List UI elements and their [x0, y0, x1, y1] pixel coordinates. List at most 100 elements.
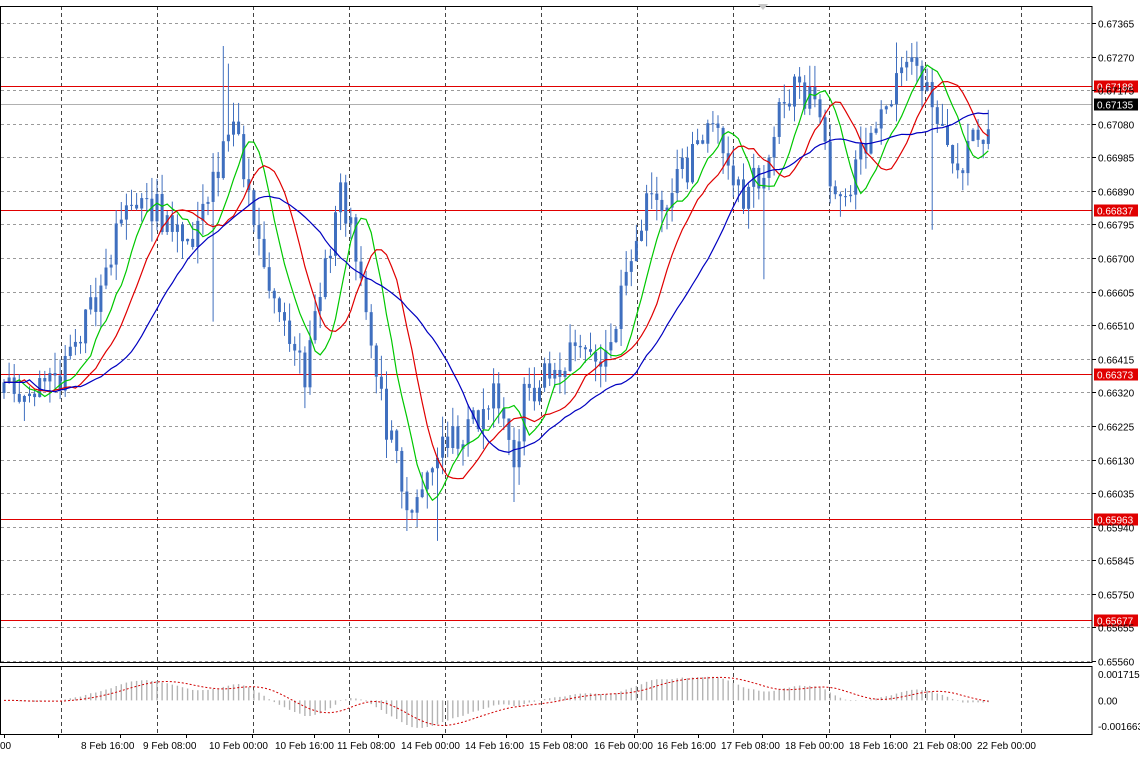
time-tick-label: 22 Feb 00:00 [977, 741, 1036, 752]
candle [354, 213, 358, 281]
candle [436, 447, 439, 541]
candle [793, 74, 796, 122]
candle [940, 103, 944, 127]
candle [803, 75, 807, 115]
candle [99, 274, 103, 329]
candle [670, 178, 674, 222]
candle [313, 294, 317, 344]
candle [599, 344, 603, 388]
candle [206, 196, 210, 216]
candle [283, 302, 286, 336]
candle [58, 359, 62, 400]
candle [94, 277, 98, 327]
price-tick-label: 0.67175 [1098, 87, 1135, 98]
price-tick-label: 0.66415 [1098, 356, 1135, 367]
time-tick-label: 18 Feb 16:00 [849, 741, 908, 752]
price-tick-label: 0.66035 [1098, 490, 1135, 501]
candle [277, 296, 281, 323]
price-level[interactable]: 0.66837 [0, 204, 1138, 218]
candle [339, 173, 343, 231]
candle [675, 149, 679, 202]
price-tick-label: 0.66510 [1098, 322, 1135, 333]
candle [558, 352, 562, 394]
candle [573, 329, 577, 362]
price-level[interactable]: 0.65963 [0, 513, 1138, 527]
time-tick-label: 14 Feb 00:00 [401, 741, 460, 752]
price-level-label: 0.65963 [1097, 516, 1134, 527]
candle [104, 248, 108, 290]
candle [181, 221, 184, 259]
time-tick-label: 00 [0, 741, 12, 752]
candle [813, 65, 817, 108]
candle [680, 148, 684, 179]
candle [879, 100, 883, 145]
oscillator-tick-label: 0.00 [1098, 696, 1118, 707]
candle [33, 389, 37, 407]
candle [63, 345, 67, 397]
candle [196, 201, 200, 264]
time-tick-label: 16 Feb 16:00 [657, 741, 716, 752]
candle [956, 143, 960, 179]
time-tick-label: 18 Feb 00:00 [785, 741, 844, 752]
candle [772, 126, 776, 176]
time-tick-label: 21 Feb 08:00 [913, 741, 972, 752]
candle [430, 466, 434, 486]
candle [798, 67, 802, 99]
price-level-label: 0.65677 [1097, 617, 1134, 628]
candle [461, 439, 465, 466]
horizontal-levels[interactable]: 0.67188 0.66837 0.66373 0.65963 0.65677 0.671… [0, 80, 1138, 628]
price-tick-label: 0.66700 [1098, 255, 1135, 266]
price-tick-label: 0.67270 [1098, 54, 1135, 65]
candle [186, 238, 190, 245]
candle [696, 128, 700, 146]
candle [548, 351, 552, 387]
candle [84, 309, 88, 354]
candle [22, 394, 26, 421]
candle [884, 105, 888, 114]
candle [589, 332, 592, 356]
price-tick-label: 0.66225 [1098, 423, 1135, 434]
shift-marker-icon[interactable] [758, 4, 768, 10]
price-level[interactable]: 0.65677 [0, 614, 1138, 628]
candle [629, 249, 633, 287]
candle [833, 180, 837, 200]
candle [767, 154, 771, 191]
candle [930, 67, 934, 230]
candle [43, 370, 47, 392]
candle [527, 367, 531, 401]
candle [119, 202, 123, 227]
candle [344, 174, 348, 237]
candle [915, 41, 919, 84]
candle [385, 371, 388, 459]
candle [762, 165, 766, 280]
oscillator-tick-label: 0.001715 [1098, 670, 1140, 681]
candle [441, 416, 445, 475]
price-level[interactable]: 0.67188 [0, 80, 1138, 94]
ma-fast-line [4, 64, 989, 502]
candle [288, 303, 292, 352]
candle [374, 343, 378, 394]
candle [145, 182, 149, 213]
time-tick-label: 9 Feb 08:00 [143, 741, 197, 752]
price-tick-label: 0.66795 [1098, 221, 1135, 232]
candle [889, 100, 893, 108]
candle [140, 193, 144, 222]
price-level-tag [1094, 513, 1138, 526]
main-panel-frame [0, 6, 1093, 663]
price-level-label: 0.67188 [1097, 83, 1134, 94]
candle [706, 119, 710, 153]
candle [522, 377, 526, 456]
candle [650, 172, 654, 209]
price-tick-label: 0.66890 [1098, 188, 1135, 199]
candle [226, 63, 230, 152]
candle [323, 249, 327, 300]
candle [476, 409, 480, 432]
candle [701, 134, 705, 145]
candle [502, 397, 506, 431]
price-tick-label: 0.65750 [1098, 591, 1135, 602]
candle [17, 373, 21, 404]
candle [578, 334, 582, 358]
